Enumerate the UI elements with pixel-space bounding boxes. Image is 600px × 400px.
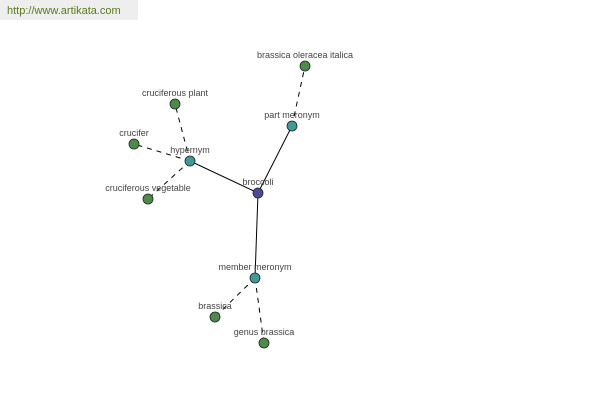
edge-part-meronym-brassica-oleracea-italica [291,65,306,127]
nodes: broccoli hypernym part meronym member meron… [105,50,353,349]
node-circle[interactable] [128,138,140,150]
site-url-label[interactable]: http://www.artikata.com [0,0,138,20]
edge-broccoli-part-meronym [257,125,293,194]
node-label: member meronym [218,262,291,272]
node-label: brassica oleracea italica [257,50,353,60]
node-label: cruciferous plant [142,88,209,98]
node-label: part meronym [264,110,320,120]
node-label: cruciferous vegetable [105,183,191,193]
node-part-meronym[interactable]: part meronym [264,110,320,132]
node-circle[interactable] [184,155,196,167]
node-label: genus brassica [234,327,295,337]
edges [133,65,306,344]
node-circle[interactable] [286,120,298,132]
node-circle[interactable] [258,337,270,349]
edge-broccoli-member-meronym [254,192,259,279]
edge-member-meronym-genus-brassica [254,277,265,344]
node-circle[interactable] [209,311,221,323]
node-label: broccoli [242,177,273,187]
node-circle[interactable] [249,272,261,284]
node-label: crucifer [119,128,149,138]
edge-hypernym-cruciferous-vegetable [147,160,191,200]
node-hypernym[interactable]: hypernym [170,145,210,167]
node-brassica[interactable]: brassica [198,301,232,323]
node-genus-brassica[interactable]: genus brassica [234,327,295,349]
node-cruciferous-plant[interactable]: cruciferous plant [142,88,209,110]
node-circle[interactable] [252,187,264,199]
node-member-meronym[interactable]: member meronym [218,262,292,284]
node-label: brassica [198,301,232,311]
node-broccoli[interactable]: broccoli [242,177,274,199]
node-cruciferous-vegetable[interactable]: cruciferous vegetable [105,183,191,205]
node-circle[interactable] [169,98,181,110]
node-brassica-oleracea-italica[interactable]: brassica oleracea italica [257,50,353,72]
edge-member-meronym-brassica [214,277,256,318]
node-label: hypernym [170,145,210,155]
node-circle[interactable] [299,60,311,72]
node-circle[interactable] [142,193,154,205]
edge-broccoli-hypernym [189,160,259,194]
node-crucifer[interactable]: crucifer [119,128,149,150]
